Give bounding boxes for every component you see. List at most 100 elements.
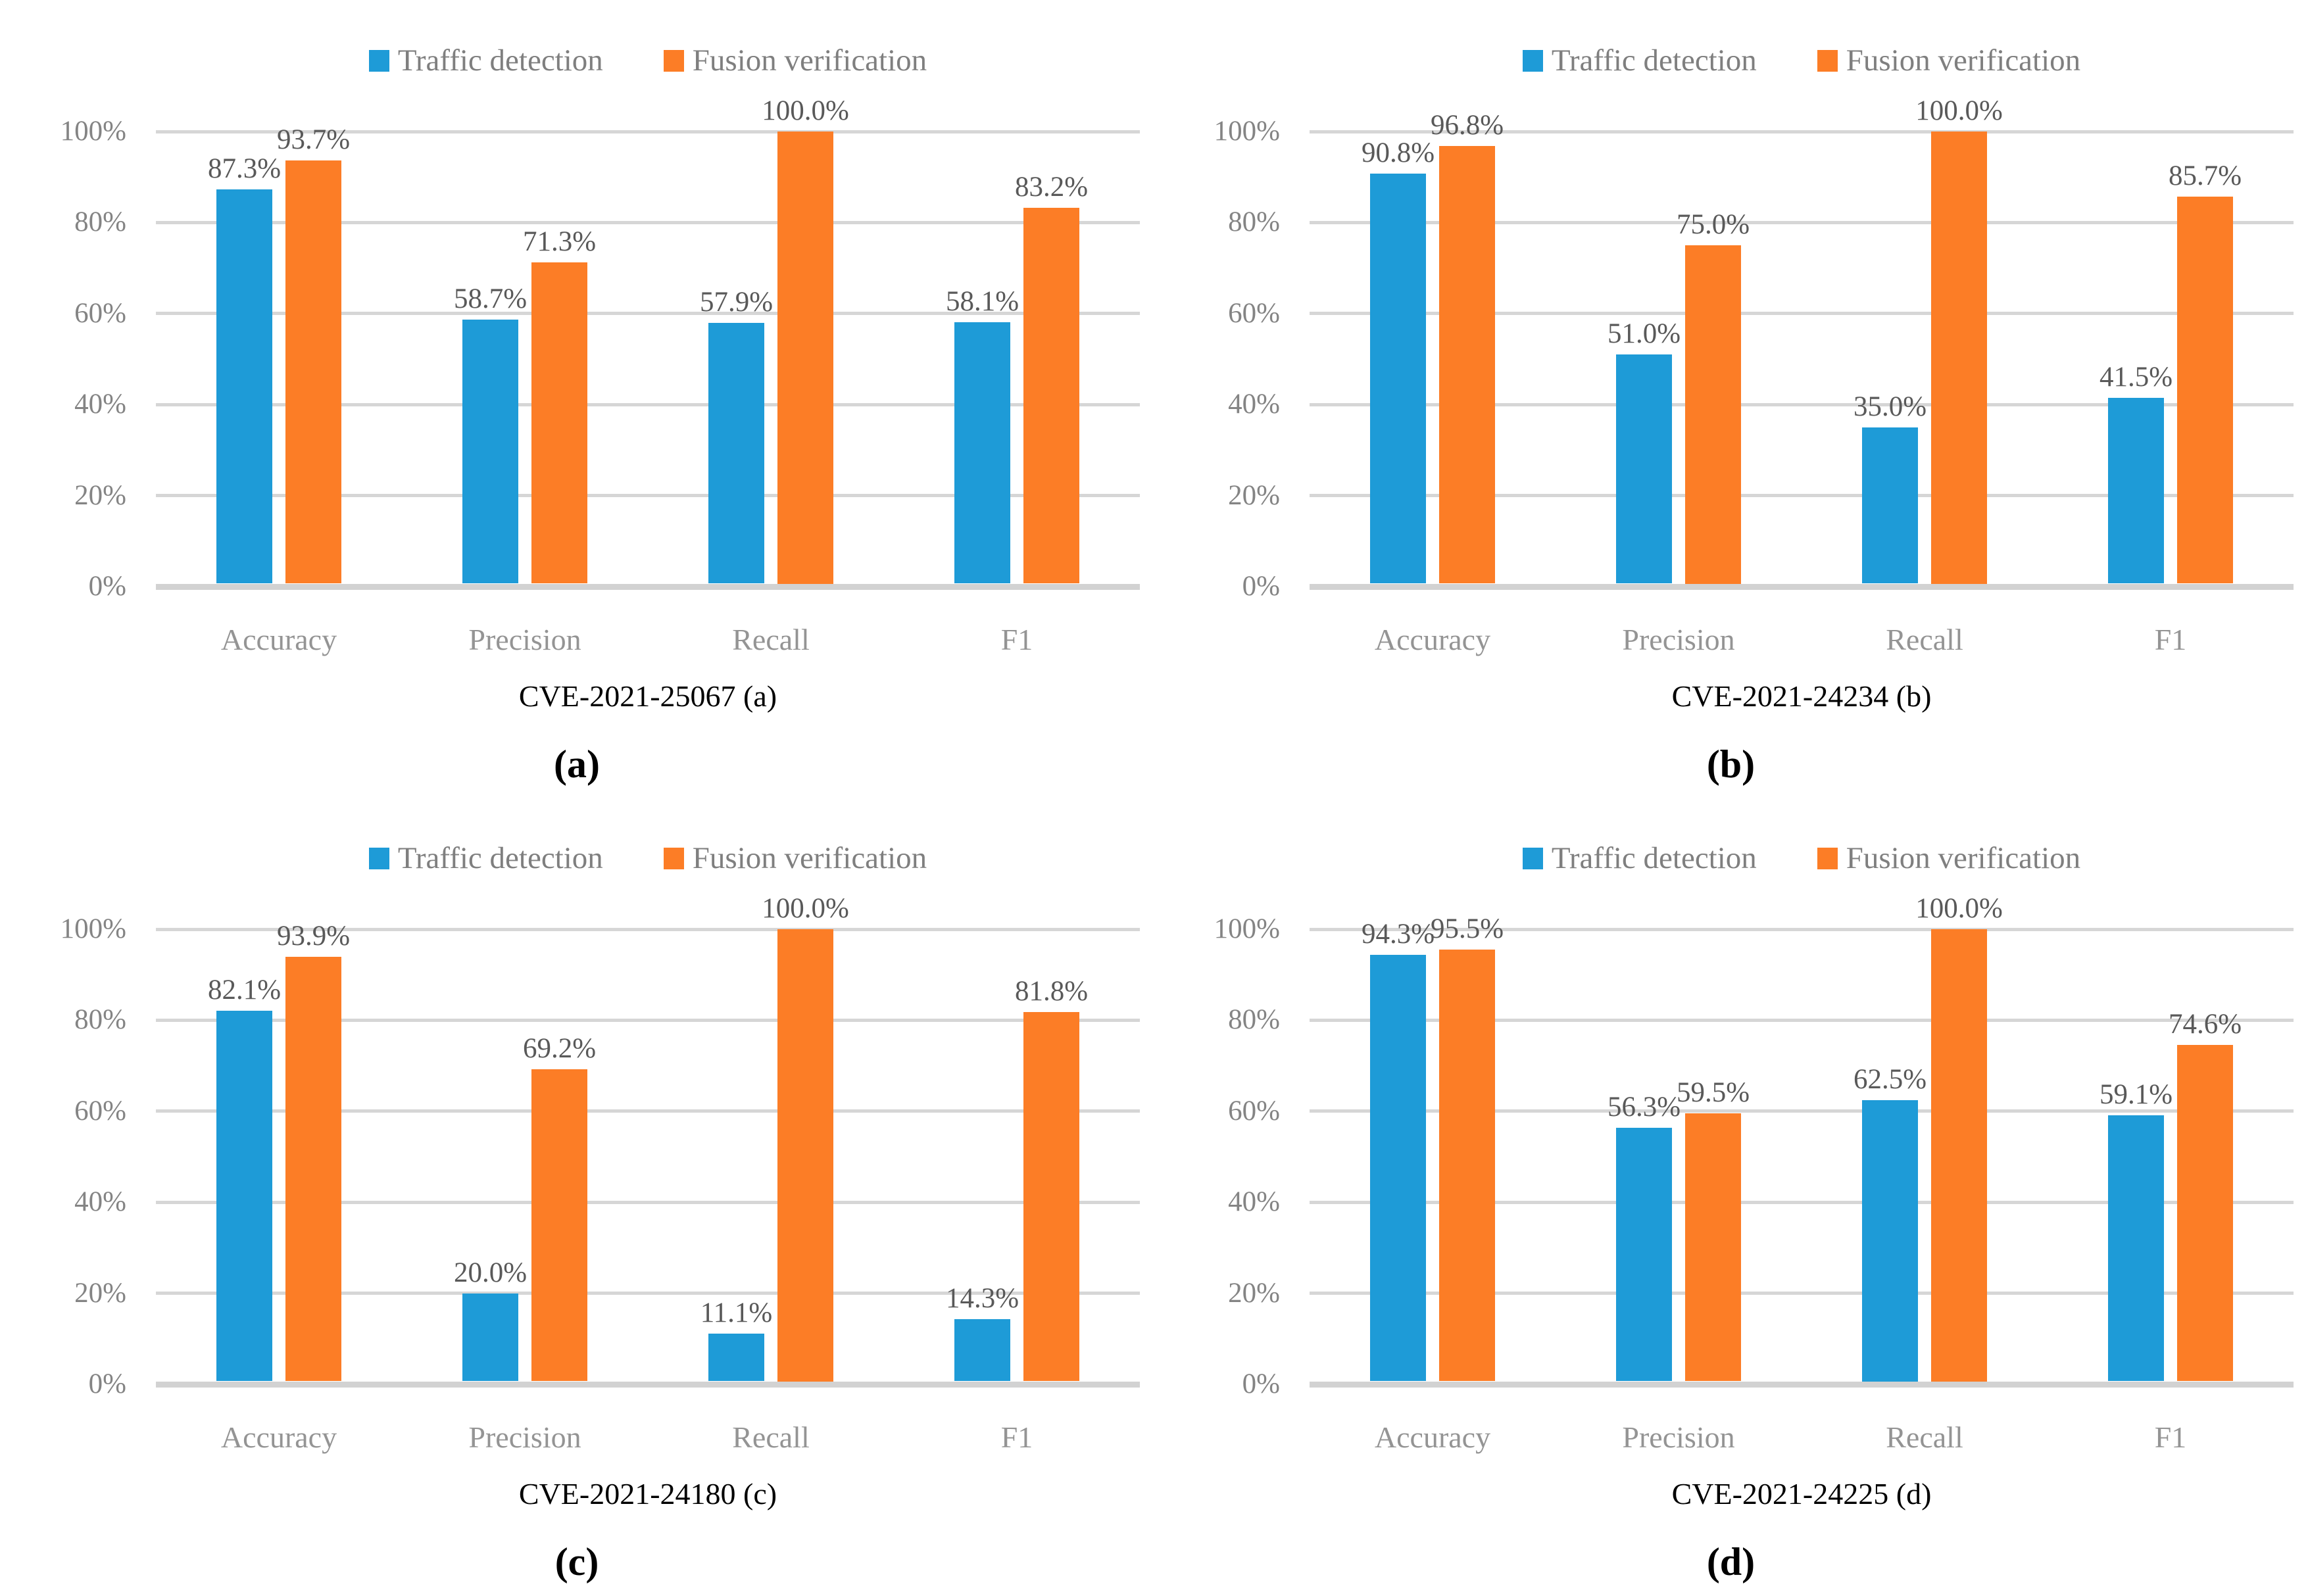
legend: Traffic detection Fusion verification [156, 32, 1140, 89]
bar-traffic-precision [1616, 354, 1672, 584]
bar-label-fusion-accuracy: 93.9% [276, 921, 351, 952]
bar-label-traffic-precision: 20.0% [453, 1257, 528, 1288]
category-label-recall: Recall [732, 623, 810, 656]
legend-label-traffic: Traffic detection [1551, 43, 1757, 78]
bar-label-traffic-precision: 56.3% [1607, 1092, 1681, 1123]
bar-label-fusion-precision: 75.0% [1676, 209, 1750, 240]
chart-cell-c: Traffic detection Fusion verification 100… [0, 798, 1154, 1596]
bar-fusion-accuracy [285, 160, 341, 584]
bar-label-traffic-accuracy: 94.3% [1361, 919, 1435, 950]
bar-label-fusion-precision: 71.3% [522, 226, 597, 257]
bar-fusion-recall [777, 132, 833, 584]
legend-label-traffic: Traffic detection [397, 43, 603, 78]
category-label-f1: F1 [2154, 1420, 2187, 1454]
bar-fusion-precision [1685, 1113, 1741, 1382]
bar-label-fusion-accuracy: 96.8% [1430, 110, 1504, 141]
x-axis-labels: Accuracy Precision Recall F1 [156, 1419, 1140, 1459]
bar-label-traffic-f1: 14.3% [945, 1283, 1019, 1315]
category-label-f1: F1 [1000, 623, 1033, 656]
legend-label-fusion: Fusion verification [1846, 841, 2081, 875]
bar-label-traffic-recall: 62.5% [1853, 1063, 1927, 1095]
bar-fusion-precision [1685, 245, 1741, 584]
bar-traffic-accuracy [216, 1010, 272, 1382]
category-label-accuracy: Accuracy [220, 1420, 337, 1454]
bar-fusion-accuracy [1439, 950, 1495, 1382]
y-tick-label-20: 20% [74, 1277, 126, 1309]
bar-traffic-f1 [2108, 1115, 2164, 1382]
bar-traffic-recall [708, 1334, 764, 1382]
bar-fusion-recall [1931, 132, 1987, 584]
gridline-60 [1310, 1109, 2294, 1113]
bar-fusion-precision [531, 1069, 587, 1382]
bar-traffic-f1 [954, 322, 1010, 584]
y-tick-label-100: 100% [1214, 116, 1280, 147]
y-tick-label-0: 0% [88, 1368, 126, 1399]
bar-label-fusion-recall: 100.0% [762, 95, 849, 126]
bar-traffic-recall [1862, 1100, 1918, 1382]
gridline-20 [156, 494, 1140, 498]
bar-traffic-f1 [2108, 397, 2164, 584]
legend-item-fusion: Fusion verification [1817, 840, 2080, 876]
y-tick-label-80: 80% [74, 1004, 126, 1036]
bar-fusion-accuracy [285, 957, 341, 1382]
bar-label-traffic-f1: 58.1% [945, 285, 1019, 317]
traffic-legend-swatch-icon [1522, 847, 1543, 869]
y-tick-label-100: 100% [60, 116, 126, 147]
gridline-20 [1310, 494, 2294, 498]
gridline-60 [156, 1109, 1140, 1113]
gridline-20 [1310, 1292, 2294, 1295]
category-label-recall: Recall [1886, 623, 1963, 656]
x-axis-line [1310, 1381, 2294, 1388]
bar-label-traffic-recall: 11.1% [700, 1297, 773, 1329]
x-axis-line [156, 583, 1140, 590]
bar-fusion-f1 [2177, 196, 2233, 584]
chart-title: CVE-2021-24180 (c) [518, 1477, 777, 1511]
bar-label-traffic-f1: 41.5% [2099, 361, 2173, 393]
legend-label-traffic: Traffic detection [1551, 841, 1757, 875]
gridline-100 [1310, 927, 2294, 931]
x-axis-labels: Accuracy Precision Recall F1 [1310, 1419, 2294, 1459]
bar-label-fusion-f1: 81.8% [1014, 975, 1089, 1007]
fusion-legend-swatch-icon [1817, 847, 1838, 869]
gridline-40 [156, 402, 1140, 406]
bar-fusion-f1 [2177, 1044, 2233, 1382]
bar-fusion-recall [1931, 929, 1987, 1382]
y-tick-label-40: 40% [1228, 389, 1280, 420]
category-label-precision: Precision [1622, 1420, 1735, 1454]
bar-label-fusion-f1: 74.6% [2168, 1008, 2242, 1040]
bar-label-fusion-f1: 85.7% [2168, 160, 2242, 191]
legend-item-traffic: Traffic detection [1522, 840, 1757, 876]
gridline-40 [156, 1200, 1140, 1204]
y-tick-label-60: 60% [1228, 297, 1280, 329]
bar-traffic-recall [1862, 427, 1918, 584]
bar-traffic-accuracy [1370, 173, 1426, 584]
bar-traffic-precision [462, 319, 518, 584]
legend: Traffic detection Fusion verification [1310, 829, 2294, 887]
legend-label-fusion: Fusion verification [692, 841, 927, 875]
y-tick-label-40: 40% [74, 1186, 126, 1218]
bar-label-fusion-f1: 83.2% [1014, 172, 1089, 203]
bar-label-traffic-recall: 35.0% [1853, 391, 1927, 422]
bar-label-fusion-recall: 100.0% [1915, 893, 2003, 924]
category-label-recall: Recall [732, 1420, 810, 1454]
chart-cell-b: Traffic detection Fusion verification 100… [1154, 0, 2308, 798]
gridline-100 [156, 927, 1140, 931]
category-label-accuracy: Accuracy [1374, 1420, 1491, 1454]
bar-traffic-accuracy [1370, 955, 1426, 1382]
chart-cell-d: Traffic detection Fusion verification 100… [1154, 798, 2308, 1596]
legend-label-fusion: Fusion verification [1846, 43, 2081, 78]
legend-label-fusion: Fusion verification [692, 43, 927, 78]
traffic-legend-swatch-icon [368, 847, 389, 869]
y-tick-label-80: 80% [74, 206, 126, 238]
gridline-80 [156, 1018, 1140, 1022]
bar-label-fusion-accuracy: 93.7% [276, 124, 351, 155]
y-tick-label-60: 60% [74, 1095, 126, 1126]
gridline-100 [156, 130, 1140, 133]
fusion-legend-swatch-icon [663, 49, 684, 72]
bar-label-fusion-accuracy: 95.5% [1430, 913, 1504, 945]
y-tick-label-20: 20% [1228, 1277, 1280, 1309]
bar-label-traffic-recall: 57.9% [699, 287, 773, 318]
category-label-precision: Precision [1622, 623, 1735, 656]
chart-title: CVE-2021-24225 (d) [1671, 1477, 1932, 1511]
category-label-f1: F1 [1000, 1420, 1033, 1454]
